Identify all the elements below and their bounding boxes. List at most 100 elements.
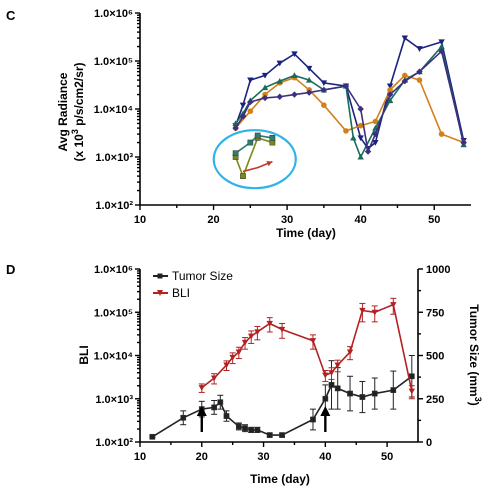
c-data-point	[460, 139, 467, 146]
d-data-point	[248, 427, 255, 433]
c-data-point	[342, 82, 350, 90]
c-data-point	[357, 122, 364, 129]
d-data-point	[223, 362, 230, 369]
c-data-point	[372, 130, 379, 138]
d-ytick-left-label: 1.0×10⁵	[94, 307, 133, 319]
c-data-point	[276, 93, 283, 100]
c-highlight-circle	[212, 129, 297, 190]
c-data-point	[291, 51, 298, 58]
d-xtick-label: 50	[381, 451, 393, 463]
c-xtick-label: 50	[428, 214, 440, 226]
legend-label-bli: BLI	[172, 286, 190, 300]
c-data-point	[438, 131, 445, 137]
c-series-line	[234, 136, 273, 179]
d-data-point	[211, 404, 217, 411]
c-data-point	[240, 173, 246, 179]
d-data-point	[180, 414, 187, 421]
c-data-point	[402, 72, 408, 79]
d-ytick-right-label: 250	[426, 394, 444, 406]
legend-label-tumor: Tumor Size	[172, 269, 233, 283]
d-series-line	[151, 375, 413, 438]
d-data-point	[217, 399, 224, 406]
d-ylabel-left: BLI	[77, 345, 91, 364]
c-series-line	[242, 160, 273, 173]
c-data-point	[416, 77, 423, 83]
c-data-point	[357, 153, 364, 160]
c-data-point	[291, 91, 298, 98]
c-ytick-label: 1.0×10⁵	[94, 56, 133, 68]
c-data-point	[305, 65, 313, 72]
d-data-point	[408, 388, 416, 395]
c-data-point	[364, 148, 372, 155]
d-data-point	[322, 395, 329, 402]
d-data-point	[346, 349, 354, 356]
c-data-point	[386, 97, 394, 104]
c-data-point	[276, 60, 283, 67]
d-data-point	[328, 370, 335, 376]
c-series-line	[235, 134, 273, 154]
d-data-point	[371, 390, 378, 397]
c-xtick-label: 30	[281, 214, 293, 226]
c-data-point	[387, 87, 393, 93]
c-data-point	[416, 46, 423, 52]
d-data-point	[408, 373, 415, 380]
c-data-point	[305, 76, 313, 83]
d-data-point	[235, 349, 243, 356]
c-data-point	[261, 84, 269, 91]
c-ytick-label: 1.0×10⁴	[94, 104, 133, 116]
d-ylabel-right: Tumor Size (mm3)	[467, 304, 483, 405]
d-xtick-label: 10	[134, 451, 146, 463]
c-data-point	[401, 35, 408, 42]
c-data-point	[321, 102, 327, 108]
c-data-point	[261, 94, 269, 102]
d-data-point	[266, 432, 273, 438]
d-data-point	[347, 390, 353, 397]
c-data-point	[261, 72, 269, 79]
d-data-point	[198, 385, 205, 391]
c-data-point	[262, 91, 268, 98]
d-xtick-label: 20	[196, 451, 208, 463]
c-data-point	[386, 83, 394, 90]
c-data-point	[239, 113, 247, 120]
d-ytick-right-label: 500	[426, 351, 444, 363]
c-data-point	[276, 77, 283, 84]
c-data-point	[438, 43, 445, 50]
c-data-point	[416, 68, 423, 75]
c-data-point	[438, 48, 445, 55]
d-data-point	[210, 375, 218, 382]
d-data-point	[390, 302, 397, 308]
c-data-point	[232, 124, 239, 132]
c-data-point	[232, 150, 239, 157]
d-legend: Tumor Size BLI	[153, 269, 233, 300]
d-data-point	[248, 333, 255, 340]
c-xtick-label: 20	[207, 214, 219, 226]
d-data-point	[229, 354, 236, 361]
c-data-point	[320, 86, 328, 94]
d-data-point	[223, 413, 230, 419]
c-data-point	[247, 108, 254, 114]
c-data-point	[247, 98, 254, 106]
c-xtick-label: 10	[134, 214, 146, 226]
c-data-point	[320, 80, 328, 87]
d-data-point	[328, 382, 335, 388]
c-data-point	[350, 134, 357, 141]
c-data-point	[305, 89, 313, 96]
c-data-point	[239, 102, 247, 109]
d-treatment-arrow-head	[320, 406, 331, 416]
d-data-point	[310, 416, 316, 423]
d-ytick-right-label: 750	[426, 307, 444, 319]
d-xtick-label: 30	[257, 451, 269, 463]
d-data-point	[266, 320, 273, 327]
legend-marker-tumor	[157, 273, 163, 279]
panel-label-d: D	[6, 262, 15, 277]
c-data-point	[372, 118, 379, 125]
d-ytick-left-label: 1.0×10⁴	[94, 351, 133, 363]
c-xlabel: Time (day)	[276, 226, 336, 240]
c-data-point	[386, 91, 394, 98]
d-data-point	[359, 307, 366, 314]
c-data-point	[269, 135, 276, 141]
c-ytick-label: 1.0×10²	[95, 200, 133, 212]
c-ylabel-line1: Avg Radiance	[56, 72, 70, 151]
c-data-point	[357, 135, 364, 142]
